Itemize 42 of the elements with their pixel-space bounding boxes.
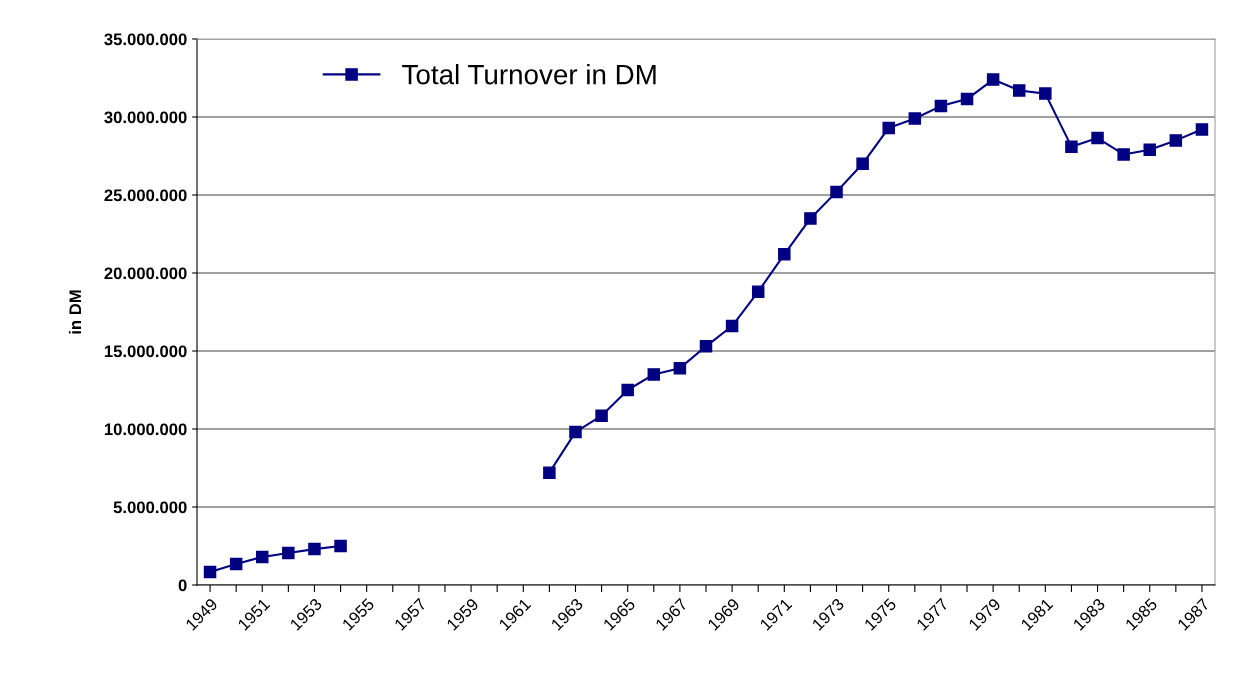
y-tick-label: 0 xyxy=(178,579,187,592)
point xyxy=(1195,123,1209,136)
point xyxy=(256,550,269,564)
point xyxy=(1143,143,1156,157)
point xyxy=(725,319,739,333)
point xyxy=(1169,134,1183,147)
point xyxy=(1091,131,1104,145)
point xyxy=(1039,87,1052,100)
point xyxy=(1065,140,1078,153)
point xyxy=(334,539,347,553)
y-tick-label: 35.000.000 xyxy=(104,33,187,46)
point xyxy=(673,361,687,375)
point xyxy=(647,368,661,381)
point xyxy=(1012,84,1026,97)
point xyxy=(882,121,895,135)
point xyxy=(203,565,217,579)
y-tick-label: 25.000.000 xyxy=(104,189,187,202)
point xyxy=(934,99,948,113)
point xyxy=(1117,148,1130,161)
point xyxy=(569,425,582,439)
legend-label: Total Turnover in DM xyxy=(402,64,656,85)
point xyxy=(751,285,765,298)
point xyxy=(282,546,295,560)
y-tick-label: 10.000.000 xyxy=(104,423,187,436)
point xyxy=(595,409,608,422)
y-tick-label: 15.000.000 xyxy=(104,345,187,358)
point xyxy=(621,383,634,397)
point xyxy=(830,185,843,199)
point xyxy=(543,466,556,479)
point xyxy=(229,557,243,571)
point xyxy=(908,112,922,125)
y-tick-label: 5.000.000 xyxy=(113,501,187,514)
point xyxy=(308,542,321,556)
y-tick-label: 30.000.000 xyxy=(104,111,187,124)
point xyxy=(699,340,713,353)
point xyxy=(960,92,974,106)
point xyxy=(986,73,1000,86)
point xyxy=(856,157,869,171)
y-tick-label: 20.000.000 xyxy=(104,267,187,280)
point xyxy=(804,212,817,225)
y-axis-title: in DM xyxy=(68,290,81,334)
point xyxy=(778,248,791,261)
